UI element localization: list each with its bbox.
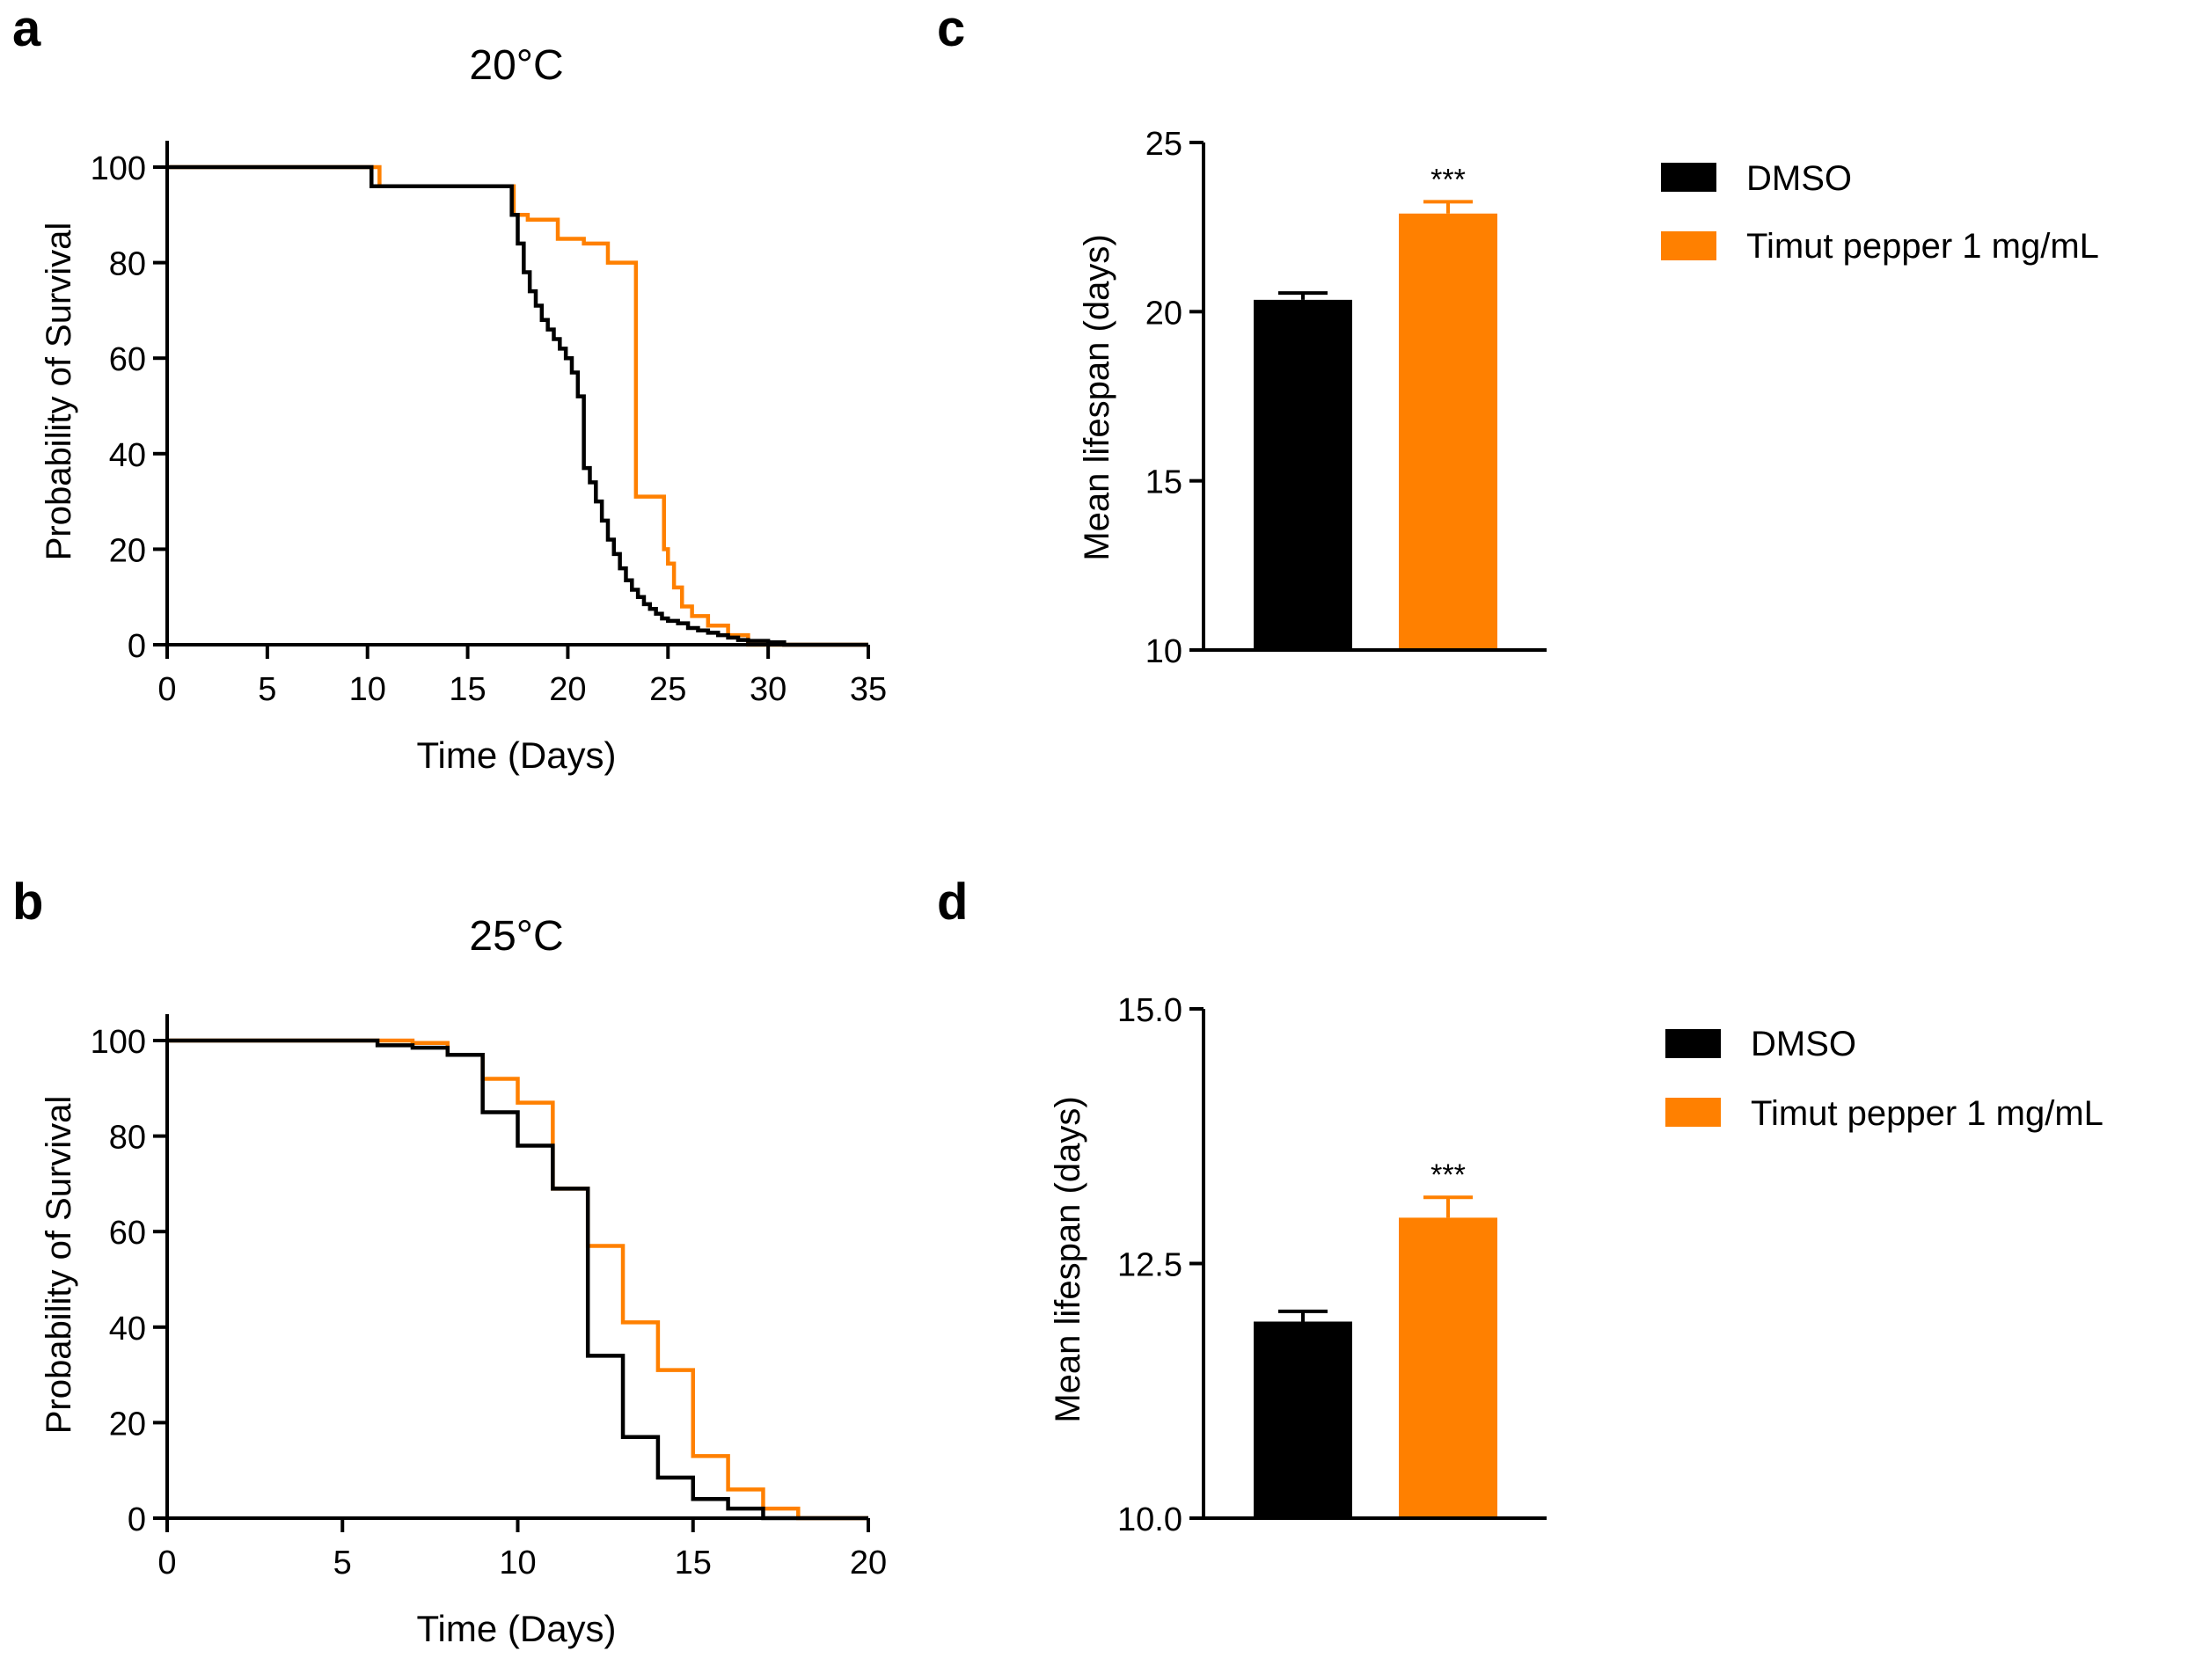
chart-a-x-tick-label: 20 (549, 671, 586, 708)
legend-label-dmso: DMSO (1746, 159, 1852, 198)
chart-b-x-tick-label: 15 (675, 1545, 712, 1581)
chart-a-plot: 0 20 40 60 80 100 0 5 10 15 20 25 30 35 (91, 141, 887, 708)
chart-a-x-tick-label: 15 (449, 671, 486, 708)
chart-b-x-tick-label: 0 (157, 1545, 176, 1581)
chart-b-y-tick-label: 100 (91, 1024, 146, 1061)
chart-c-y-tick-label: 15 (1145, 464, 1182, 501)
chart-a-y-tick-label: 20 (109, 532, 146, 569)
chart-a-series-dmso-line (167, 164, 868, 647)
chart-b-x-tick-label: 10 (499, 1545, 536, 1581)
chart-a-title: 20°C (469, 42, 563, 89)
legend-label-dmso: DMSO (1751, 1025, 1856, 1063)
panel-label-d: d (937, 873, 968, 931)
chart-a-x-tick-label: 10 (349, 671, 386, 708)
chart-b-plot: 0 20 40 60 80 100 0 5 10 15 20 (91, 1014, 887, 1581)
chart-a-y-tick-label: 80 (109, 246, 146, 283)
chart-b-y-tick-label: 80 (109, 1120, 146, 1157)
chart-a-x-tick-label: 35 (850, 671, 887, 708)
chart-c-y-tick-label: 10 (1145, 633, 1182, 670)
chart-a-x-tick-label: 25 (649, 671, 686, 708)
chart-d-bar-dmso (1254, 1321, 1352, 1518)
chart-b-title: 25°C (469, 913, 563, 960)
panel-label-c: c (937, 0, 965, 57)
chart-a-x-tick-label: 0 (157, 671, 176, 708)
chart-b-y-tick-label: 60 (109, 1215, 146, 1252)
chart-d-ylabel: Mean lifespan (days) (1049, 1096, 1087, 1422)
legend-swatch-dmso (1661, 163, 1716, 192)
chart-b-y-tick-label: 40 (109, 1311, 146, 1348)
chart-a-xlabel: Time (Days) (416, 734, 616, 776)
legend-swatch-dmso (1665, 1029, 1721, 1058)
legend-swatch-timut (1665, 1098, 1721, 1127)
chart-c-bar-timut (1399, 213, 1497, 650)
legend-swatch-timut (1661, 231, 1716, 260)
chart-b-xlabel: Time (Days) (416, 1608, 616, 1649)
panel-label-b: b (12, 873, 43, 931)
chart-a-series-timut-line (167, 164, 868, 647)
chart-a-y-tick-label: 100 (91, 150, 146, 187)
survival-chart-25c: 25°C Probability of Survival Time (Days)… (40, 913, 887, 1649)
legend-label-timut: Timut pepper 1 mg/mL (1746, 227, 2099, 266)
chart-a-y-tick-label: 40 (109, 437, 146, 474)
chart-d-bar-timut (1399, 1217, 1497, 1518)
chart-c-y-tick-label: 20 (1145, 295, 1182, 332)
chart-d-y-tick-label: 15.0 (1117, 992, 1182, 1029)
survival-chart-20c: 20°C Probability of Survival Time (Days)… (40, 42, 887, 776)
mean-lifespan-chart-d: Mean lifespan (days) *** 10.0 12.5 15.0 DMS… (1049, 992, 2104, 1538)
chart-a-y-tick-label: 0 (128, 628, 146, 665)
chart-c-significance-timut: *** (1430, 163, 1466, 196)
chart-c-ylabel: Mean lifespan (days) (1078, 234, 1116, 560)
chart-a-x-tick-label: 5 (258, 671, 276, 708)
chart-b-series-dmso-line (167, 1038, 868, 1521)
chart-c-bar-dmso (1254, 299, 1352, 650)
chart-a-ylabel: Probability of Survival (40, 223, 78, 561)
chart-b-ylabel: Probability of Survival (40, 1096, 78, 1435)
chart-a-y-tick-label: 60 (109, 341, 146, 378)
chart-a-x-tick-label: 30 (750, 671, 787, 708)
chart-d-plot: *** 10.0 12.5 15.0 (1117, 992, 1547, 1538)
chart-c-y-tick-label: 25 (1145, 126, 1182, 163)
chart-d-y-tick-label: 12.5 (1117, 1247, 1182, 1284)
chart-b-y-tick-label: 0 (128, 1501, 146, 1538)
chart-d-legend: DMSO Timut pepper 1 mg/mL (1665, 1025, 2104, 1133)
chart-d-y-tick-label: 10.0 (1117, 1501, 1182, 1538)
chart-c-plot: *** 10 15 20 25 (1145, 126, 1547, 670)
chart-b-x-tick-label: 5 (333, 1545, 352, 1581)
panel-label-a: a (12, 0, 41, 57)
chart-b-y-tick-label: 20 (109, 1406, 146, 1443)
chart-d-significance-timut: *** (1430, 1158, 1466, 1192)
chart-c-legend: DMSO Timut pepper 1 mg/mL (1661, 159, 2099, 266)
legend-label-timut: Timut pepper 1 mg/mL (1751, 1094, 2104, 1133)
mean-lifespan-chart-c: Mean lifespan (days) *** 10 15 20 25 DMSO Ti… (1078, 126, 2099, 670)
chart-b-x-tick-label: 20 (850, 1545, 887, 1581)
